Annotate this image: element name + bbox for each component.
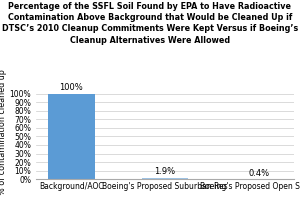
Y-axis label: % of contamination cleaned up: % of contamination cleaned up [0, 69, 7, 195]
Bar [142, 178, 188, 179]
Text: 0.4%: 0.4% [248, 169, 269, 178]
Text: 1.9%: 1.9% [154, 167, 176, 176]
Text: Percentage of the SSFL Soil Found by EPA to Have Radioactive
Contamination Above: Percentage of the SSFL Soil Found by EPA… [2, 2, 298, 45]
Text: 100%: 100% [59, 83, 83, 92]
Bar [48, 94, 94, 179]
